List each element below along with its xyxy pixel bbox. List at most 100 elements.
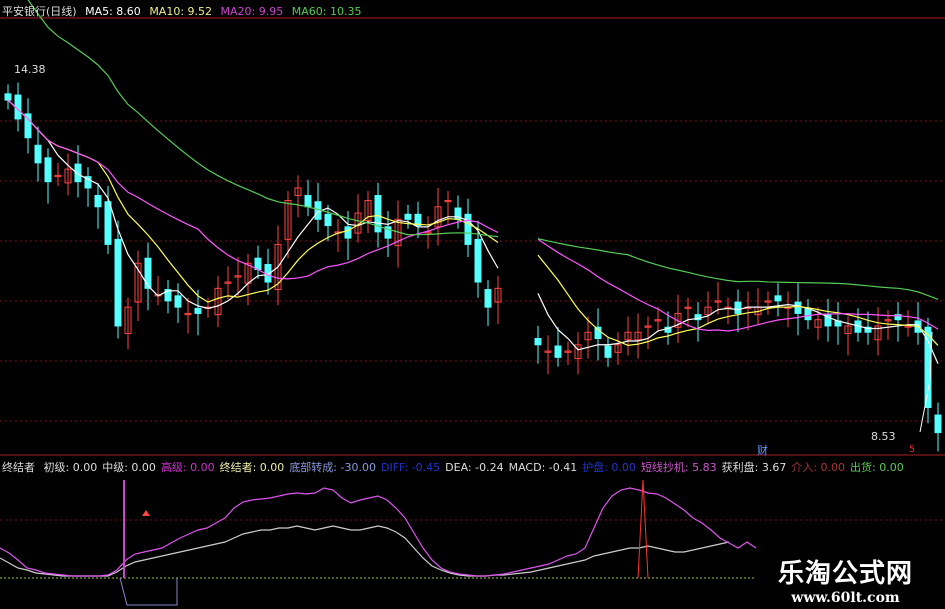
indicator-header: 终结者 初级: 0.00 中级: 0.00 高级: 0.00 终结者: 0.00 底部转…: [2, 459, 914, 475]
indicator-item: 介入: 0.00: [791, 461, 846, 474]
candle-body: [464, 213, 472, 245]
candle-body: [874, 325, 882, 341]
candle-body: [864, 326, 872, 333]
candle-body: [164, 289, 172, 302]
candle-body: [814, 319, 822, 328]
candle-body: [54, 174, 62, 178]
candle-body: [844, 325, 852, 334]
candle-body: [614, 344, 622, 353]
candle-body: [144, 257, 152, 289]
watermark-url: www.60lt.com: [791, 590, 900, 606]
candle-body: [104, 201, 112, 245]
low-price-label: 8.53: [871, 430, 896, 443]
candle-body: [564, 350, 572, 353]
candle-body: [224, 281, 232, 284]
candle-body: [134, 262, 142, 303]
candle-body: [884, 319, 892, 322]
candle-body: [484, 289, 492, 308]
candle-body: [364, 199, 372, 222]
candle-body: [774, 295, 782, 302]
indicator-item: 短线抄机: 5.83: [640, 461, 717, 474]
candle-body: [434, 206, 442, 228]
candle-body: [904, 325, 912, 328]
candle-body: [404, 213, 412, 220]
candle-body: [384, 226, 392, 239]
indicator-white-line: [0, 525, 730, 577]
candle-body: [684, 306, 692, 309]
drop-line: [919, 331, 933, 433]
candle-body: [824, 314, 832, 327]
indicator-item: DEA: -0.24: [445, 461, 504, 474]
ma5-line: [7, 99, 939, 364]
candle-body: [214, 287, 222, 316]
candle-body: [324, 213, 332, 227]
candle-body: [274, 243, 282, 291]
candle-body: [604, 345, 612, 358]
candle-body: [444, 199, 452, 203]
signal-spike: [637, 479, 649, 579]
indicator-purple-line: [0, 487, 757, 577]
candle-body: [544, 350, 552, 353]
ma60-value: MA60: 10.35: [291, 5, 362, 18]
candle-body: [704, 306, 712, 316]
watermark-name: 乐淘公式网: [778, 559, 914, 589]
bottom-bar: [119, 577, 178, 606]
event-marker[interactable]: 5: [909, 445, 915, 455]
indicator-item: 获利盘: 3.67: [721, 461, 787, 474]
candle-body: [414, 213, 422, 227]
finance-marker[interactable]: 财: [757, 444, 768, 457]
candle-body: [114, 238, 122, 327]
buy-arrow-icon: [142, 510, 150, 516]
candle-body: [84, 176, 92, 189]
candle-body: [674, 312, 682, 328]
candle-body: [624, 331, 632, 341]
candle-body: [44, 157, 52, 183]
candle-body: [644, 325, 652, 328]
candle-body: [34, 144, 42, 164]
candle-body: [474, 238, 482, 283]
candle-body: [634, 331, 642, 341]
candle-body: [24, 113, 32, 139]
candle-body: [764, 300, 772, 303]
candle-body: [284, 199, 292, 240]
stock-title: 平安银行(日线): [2, 5, 77, 18]
candle-body: [294, 187, 302, 196]
candle-body: [804, 307, 812, 321]
indicator-item: 底部转成: -30.00: [289, 461, 376, 474]
candle-body: [184, 312, 192, 316]
indicator-item: MACD: -0.41: [508, 461, 578, 474]
indicator-item: 中级: 0.00: [102, 461, 156, 474]
candle-body: [124, 306, 132, 334]
indicator-item: 高级: 0.00: [160, 461, 215, 474]
candle-body: [64, 168, 72, 184]
candle-body: [74, 163, 82, 183]
candle-body: [174, 295, 182, 308]
indicator-item: DIFF: -0.45: [380, 461, 441, 474]
candle-body: [734, 301, 742, 314]
indicator-item: 护盘: 0.00: [582, 461, 636, 474]
ma60-line: [27, 0, 939, 300]
candle-body: [4, 93, 12, 101]
indicator-item: 出货: 0.00: [850, 461, 904, 474]
candle-body: [494, 287, 502, 303]
candle-body: [304, 194, 312, 208]
candle-body: [574, 344, 582, 360]
high-price-label: 14.38: [14, 63, 46, 76]
candle-body: [794, 301, 802, 314]
candle-body: [344, 226, 352, 239]
indicator-name: 终结者: [2, 461, 35, 474]
candle-body: [554, 345, 562, 358]
price-header: 平安银行(日线) MA5: 8.60 MA10: 9.52 MA20: 9.95…: [2, 3, 366, 19]
candle-body: [94, 194, 102, 208]
indicator-item: 初级: 0.00: [43, 461, 98, 474]
candle-body: [534, 338, 542, 346]
candle-body: [934, 414, 942, 434]
candle-body: [584, 331, 592, 341]
ma5-value: MA5: 8.60: [85, 5, 141, 18]
candle-body: [894, 314, 902, 321]
ma20-value: MA20: 9.95: [220, 5, 284, 18]
ma10-value: MA10: 9.52: [149, 5, 213, 18]
indicator-item: 终结者: 0.00: [219, 461, 285, 474]
watermark: 乐淘公式网 www.60lt.com: [778, 553, 913, 606]
